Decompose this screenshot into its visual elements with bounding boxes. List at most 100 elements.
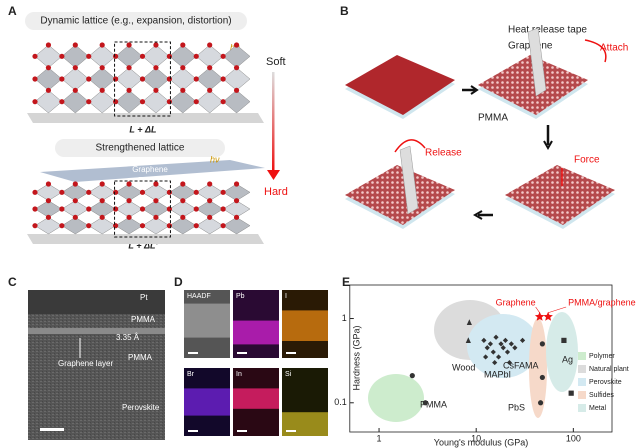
point <box>465 337 471 344</box>
atom <box>220 206 226 212</box>
layer-label: Perovskite <box>122 403 160 412</box>
atom <box>86 223 92 229</box>
panel-c: C Pt PMMA 3.35 Å Graphene layer PMMA Per… <box>8 275 165 440</box>
atom <box>166 76 172 82</box>
point <box>512 345 518 351</box>
octahedron <box>195 90 224 114</box>
eds-band <box>282 310 328 341</box>
arrow-shaft <box>272 72 275 172</box>
atom <box>126 65 132 71</box>
atom <box>113 53 119 59</box>
arrow <box>394 139 426 153</box>
atom <box>207 198 213 204</box>
atom <box>126 181 132 187</box>
octahedron <box>142 44 170 68</box>
selection-box <box>114 180 171 238</box>
x-axis-label: Young's modulus (GPa) <box>434 437 528 447</box>
film <box>345 55 455 115</box>
pmma-label: PMMA <box>478 113 508 124</box>
panel-d: D HAADF Pb I Br In Si <box>174 275 328 436</box>
leader <box>535 306 540 313</box>
scale-bar <box>188 430 198 432</box>
legend-swatch <box>578 404 586 412</box>
atom <box>153 214 159 220</box>
atom <box>45 214 52 220</box>
octahedron <box>34 44 63 68</box>
atom <box>220 53 226 59</box>
atom <box>32 53 38 59</box>
lattice-title: Strengthened lattice <box>96 143 185 154</box>
point <box>493 334 499 340</box>
octahedron <box>195 67 224 91</box>
y-axis-label: Hardness (GPa) <box>351 325 361 390</box>
eds-band <box>184 388 230 416</box>
atom <box>166 206 172 212</box>
point <box>537 400 544 406</box>
highlight-star <box>543 311 553 321</box>
point <box>504 349 511 355</box>
point <box>487 341 493 347</box>
atom <box>193 76 199 82</box>
eds-band <box>184 303 230 338</box>
arrow-head <box>472 210 483 220</box>
octahedron <box>34 217 63 235</box>
atom <box>72 65 78 71</box>
octahedron <box>115 217 143 235</box>
graphene-sheet <box>40 160 265 182</box>
legend-label: Sulfides <box>589 392 614 399</box>
atom <box>233 65 240 71</box>
point-label: PbS <box>508 402 525 412</box>
atom <box>166 189 172 195</box>
atom <box>32 189 38 195</box>
octahedron <box>61 90 90 114</box>
tape <box>399 145 419 215</box>
atom <box>99 214 105 220</box>
atom <box>32 223 38 229</box>
atom <box>99 87 105 93</box>
atom <box>72 214 78 220</box>
force-label: Force <box>574 155 600 166</box>
eds-band <box>233 320 279 345</box>
point <box>568 390 574 396</box>
point <box>561 337 567 344</box>
point <box>483 354 489 360</box>
atom <box>59 99 65 105</box>
soft-label: Soft <box>266 56 286 68</box>
length-label: L + ΔL <box>129 124 156 134</box>
atom <box>193 53 199 59</box>
point <box>484 345 490 351</box>
atom <box>59 223 65 229</box>
eds-band <box>282 412 328 436</box>
tem-image <box>28 290 165 440</box>
map-label: In <box>236 371 242 378</box>
atom <box>113 76 119 82</box>
atom <box>180 181 186 187</box>
atom <box>233 42 240 48</box>
graphene-band <box>28 328 165 334</box>
octahedron <box>142 67 170 91</box>
atom <box>126 214 132 220</box>
octahedron <box>195 44 224 68</box>
atom <box>153 181 159 187</box>
point <box>495 354 502 360</box>
hard-label: Hard <box>264 186 288 198</box>
atom <box>153 87 159 93</box>
pt-layer <box>28 290 165 314</box>
octahedron <box>222 67 251 91</box>
panel-label: D <box>174 275 183 289</box>
atom <box>139 223 146 229</box>
legend-swatch <box>578 378 586 386</box>
attach-label: Attach <box>600 43 628 54</box>
y-tick-label: 1 <box>342 313 347 323</box>
point <box>466 319 472 325</box>
atom <box>180 198 186 204</box>
map-label: Si <box>285 371 292 378</box>
region <box>546 312 578 392</box>
point <box>539 374 545 381</box>
scale-bar <box>237 430 247 432</box>
layer-label: PMMA <box>131 315 156 324</box>
atom <box>233 214 240 220</box>
atom <box>86 206 92 212</box>
atom <box>193 206 199 212</box>
